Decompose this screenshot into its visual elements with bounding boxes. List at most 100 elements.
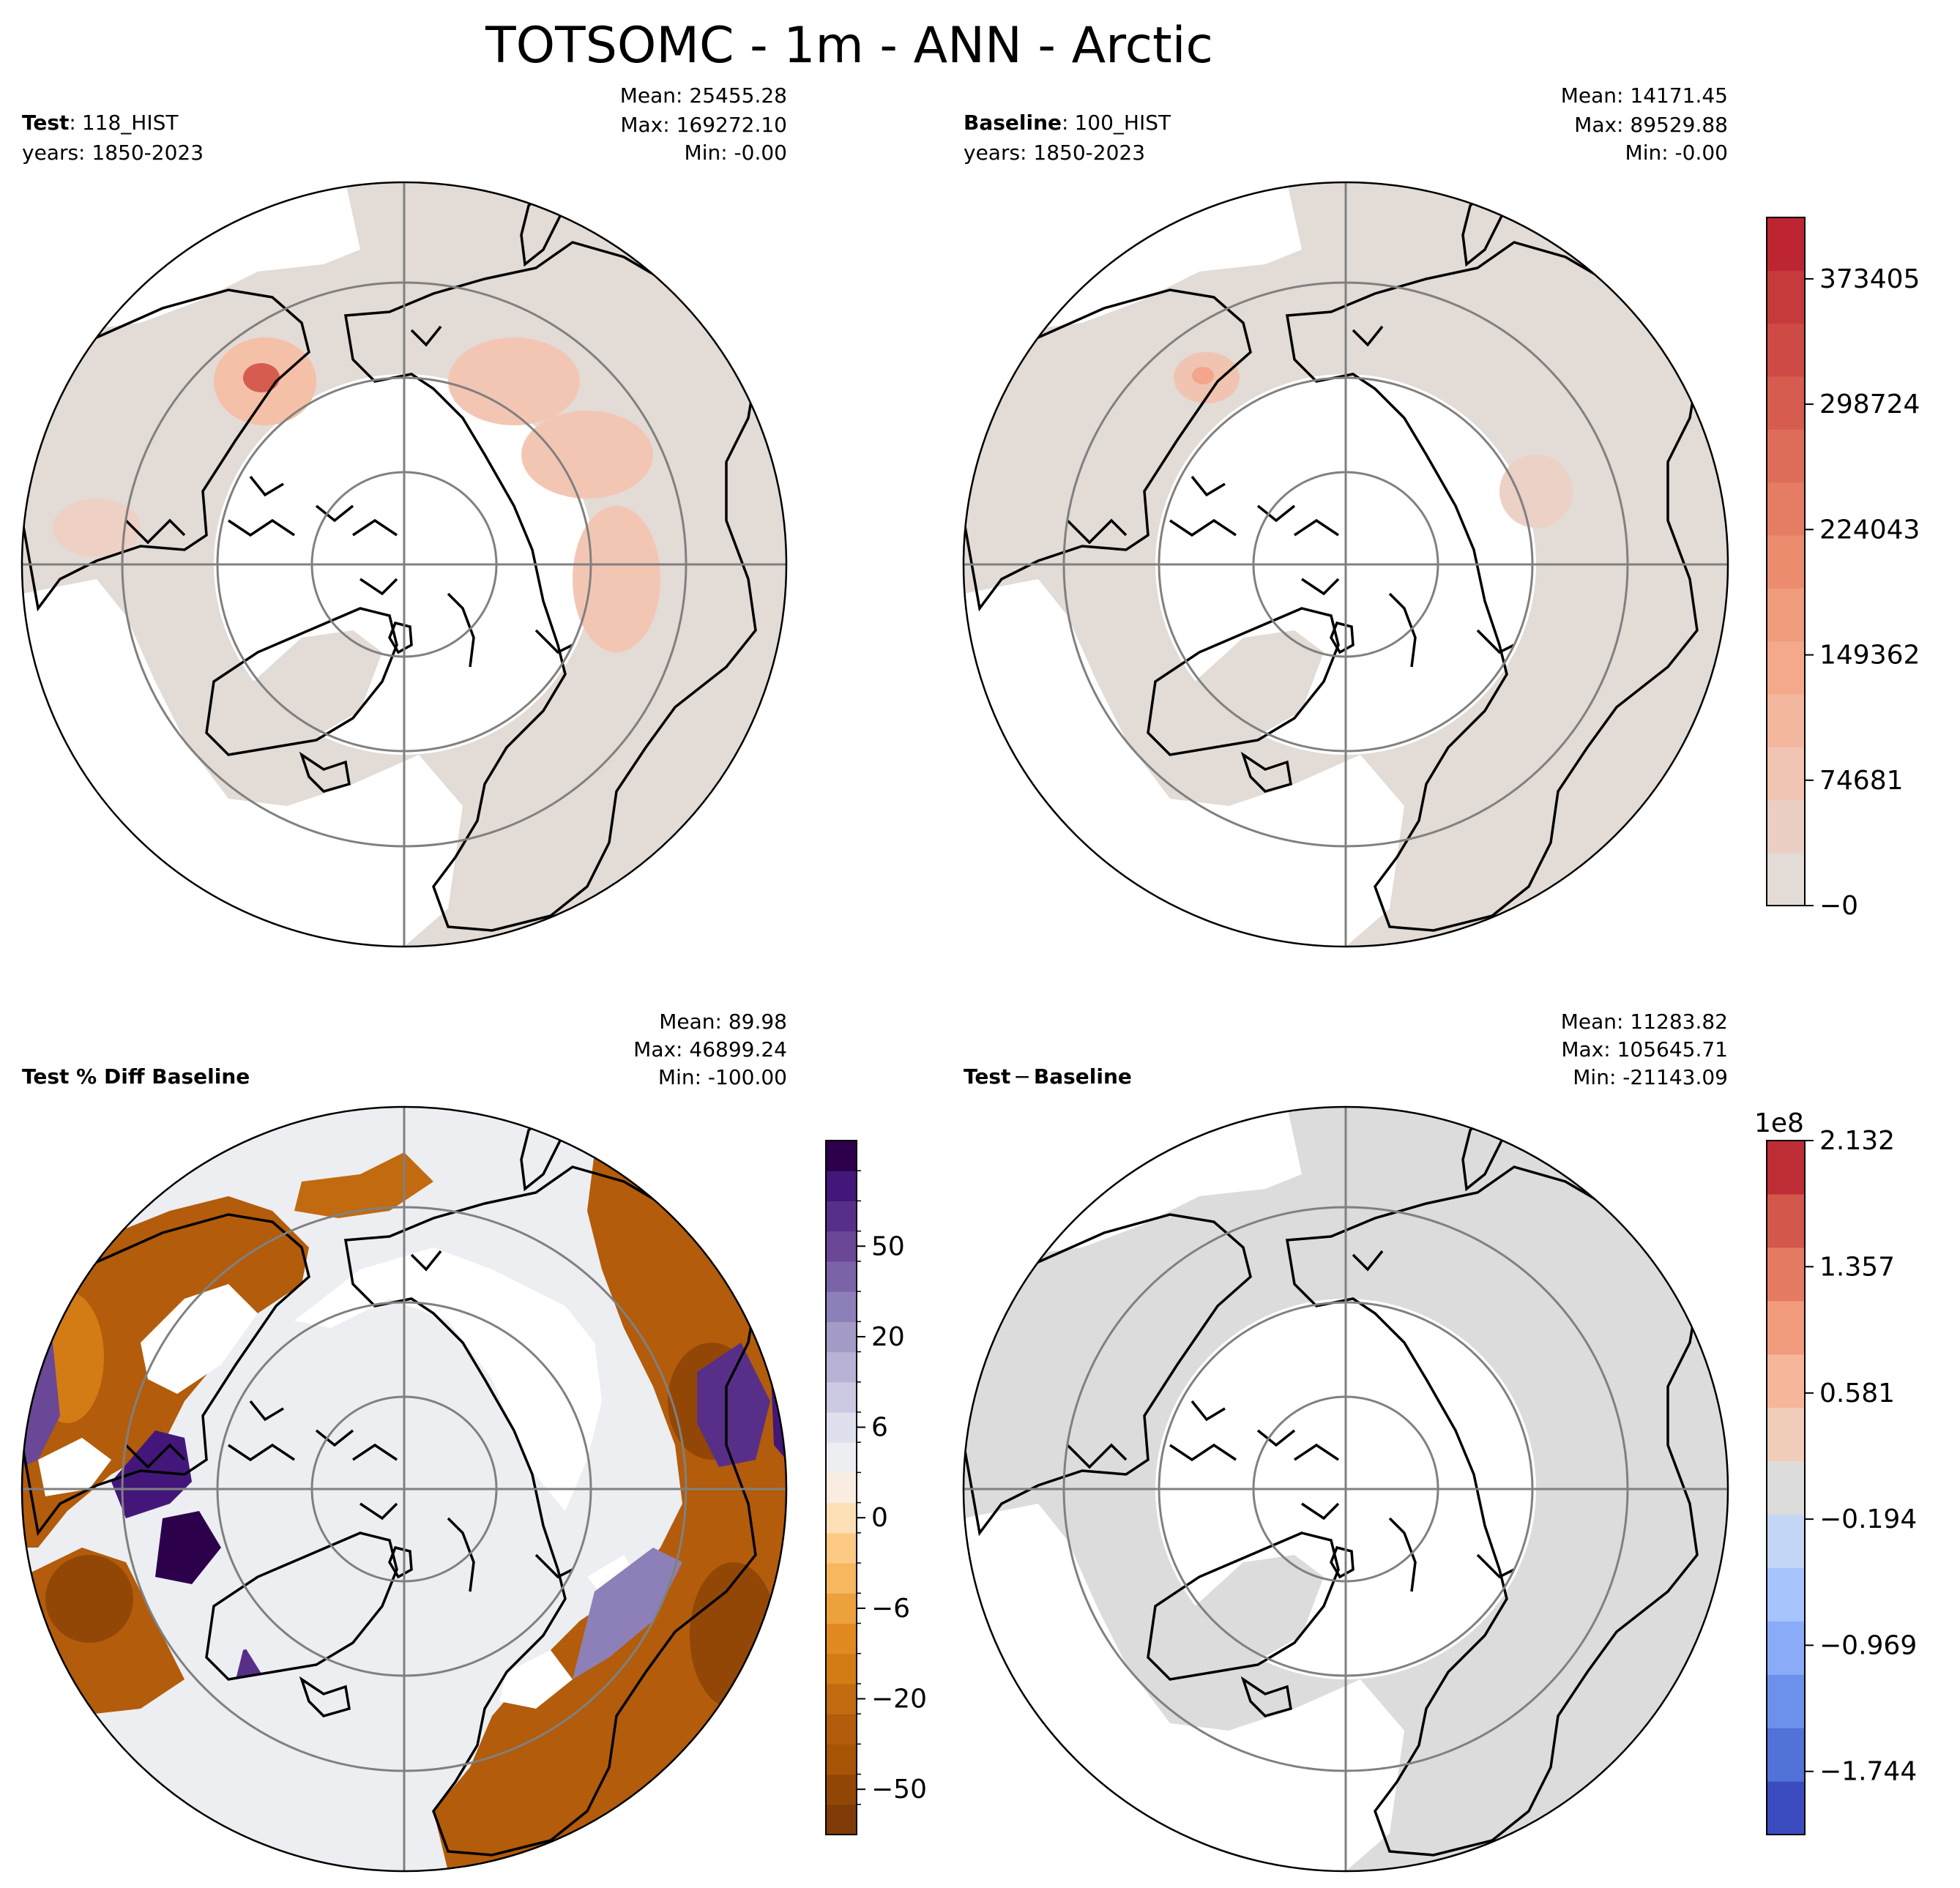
stat-max: Max: 169272.10 xyxy=(620,113,787,137)
panel-label-sep: − xyxy=(1013,1064,1030,1089)
positive-region xyxy=(294,1152,433,1218)
colorbar-segment xyxy=(1767,1781,1805,1835)
colorbar: 2.132 1.357 0.581 −0.194 −0.969 −1.744 1e8 xyxy=(1754,1108,1917,1835)
stat-mean: Mean: 89.98 xyxy=(659,1010,787,1034)
colorbar-segment xyxy=(826,1744,857,1775)
panel-years: years: 1850-2023 xyxy=(964,141,1145,165)
stat-min: Min: -100.00 xyxy=(658,1065,787,1089)
map-boundary xyxy=(962,1105,1729,1873)
colorbar-segment xyxy=(1767,323,1805,377)
polar-map xyxy=(962,1105,1729,1873)
map-boundary xyxy=(21,1105,788,1873)
no-data-region xyxy=(294,1247,602,1511)
polar-map xyxy=(21,181,788,948)
colorbar-segment xyxy=(1767,1674,1805,1728)
colorbar-tick-label: 149362 xyxy=(1819,641,1920,671)
colorbar-segment xyxy=(826,1351,857,1383)
colorbar-segment xyxy=(1767,799,1805,854)
colorbar-tick-label: −50 xyxy=(871,1775,927,1805)
panel-years: years: 1850-2023 xyxy=(22,141,204,165)
colorbar-segment xyxy=(1767,482,1805,536)
colorbar-segment xyxy=(1767,1567,1805,1622)
panel-test: Test: 118_HIST years: 1850-2023 Mean: 254… xyxy=(21,83,788,948)
stat-max: Max: 46899.24 xyxy=(633,1037,787,1061)
colorbar-tick-label: 2.132 xyxy=(1819,1126,1895,1156)
colorbar-tick-label: 74681 xyxy=(1819,766,1904,796)
colorbar-segment xyxy=(826,1231,857,1262)
hotspot xyxy=(448,337,580,425)
colorbar: 50 20 6 0 −6 −20 −50 xyxy=(825,1140,927,1835)
colorbar-frame xyxy=(1766,217,1806,906)
panel-label-sep: : xyxy=(1062,111,1068,135)
stat-min: Min: -0.00 xyxy=(685,141,787,165)
colorbar-tick-label: −1.744 xyxy=(1819,1757,1917,1787)
hotspot xyxy=(1499,455,1573,528)
colorbar-segment xyxy=(826,1171,857,1202)
colorbar-segment xyxy=(1767,1247,1805,1302)
colorbar-segment xyxy=(826,1502,857,1534)
colorbar-segment xyxy=(1767,1354,1805,1408)
colorbar-segment xyxy=(1767,534,1805,589)
colorbar-segment xyxy=(1767,852,1805,906)
colorbar-segment xyxy=(1767,270,1805,324)
panel-label-value: 118_HIST xyxy=(82,111,179,135)
colorbar-tick-label: −0 xyxy=(1819,891,1858,921)
colorbar-segment xyxy=(1767,376,1805,430)
colorbar-tick-label: 298724 xyxy=(1819,389,1920,419)
stat-min: Min: -0.00 xyxy=(1625,141,1728,165)
colorbar-segment xyxy=(1767,1407,1805,1462)
colorbar-tick-label: 224043 xyxy=(1819,515,1920,545)
colorbar-segment xyxy=(826,1141,857,1171)
map-boundary xyxy=(962,181,1729,948)
colorbar-segment xyxy=(826,1321,857,1353)
panel-label: Test: 118_HIST xyxy=(22,111,179,135)
colorbar-offset-label: 1e8 xyxy=(1754,1108,1804,1138)
colorbar-segment xyxy=(1767,1621,1805,1675)
colorbar-segment xyxy=(1767,1728,1805,1782)
colorbar-segment xyxy=(826,1201,857,1232)
colorbar-segment xyxy=(826,1472,857,1504)
colorbar-segment xyxy=(826,1653,857,1684)
colorbar-segment xyxy=(826,1442,857,1473)
colorbar-tick-label: 0 xyxy=(871,1503,888,1533)
colorbar-segment xyxy=(826,1532,857,1564)
negative-region xyxy=(697,1343,770,1467)
colorbar-tick-label: −0.194 xyxy=(1819,1504,1917,1534)
hotspot-peak xyxy=(243,363,280,392)
hotspot-peak xyxy=(1192,367,1214,384)
colorbar-tick-label: 0.581 xyxy=(1819,1378,1895,1408)
colorbar-frame xyxy=(1766,1140,1806,1835)
panel-label: Baseline: 100_HIST xyxy=(964,111,1171,135)
colorbar-segment xyxy=(1767,1514,1805,1568)
colorbar-segment xyxy=(826,1714,857,1745)
colorbar-tick-label: −6 xyxy=(871,1594,910,1624)
colorbar-tick-label: −0.969 xyxy=(1819,1630,1917,1660)
colorbar-segment xyxy=(826,1683,857,1715)
panel-baseline: Baseline: 100_HIST years: 1850-2023 Mean:… xyxy=(962,83,1920,948)
colorbar-frame xyxy=(825,1140,857,1835)
colorbar-segment xyxy=(826,1774,857,1805)
negative-region xyxy=(573,1548,682,1679)
panel-label-sep: : xyxy=(69,111,75,135)
colorbar-tick-label: −20 xyxy=(871,1684,927,1715)
colorbar-tick-label: 6 xyxy=(871,1413,888,1443)
panel-label-bold: Test xyxy=(22,111,69,135)
negative-region xyxy=(155,1511,221,1584)
panel-percent-diff: Test % Diff Baseline Mean: 89.98 Max: 46… xyxy=(21,1010,927,1873)
colorbar-segment xyxy=(1767,1141,1805,1195)
polar-map xyxy=(962,181,1729,948)
colorbar-segment xyxy=(1767,1193,1805,1248)
colorbar-segment xyxy=(826,1563,857,1594)
colorbar-segment xyxy=(826,1291,857,1322)
stat-min: Min: -21143.09 xyxy=(1573,1065,1728,1089)
colorbar-segment xyxy=(826,1411,857,1443)
stat-mean: Mean: 14171.45 xyxy=(1561,83,1728,108)
panel-label-bold2: Baseline xyxy=(1034,1064,1132,1089)
hotspot xyxy=(573,506,660,652)
colorbar-segment xyxy=(826,1261,857,1292)
panel-label: Test % Diff Baseline xyxy=(22,1064,250,1089)
colorbar-segment xyxy=(1767,588,1805,642)
colorbar-segment xyxy=(1767,1460,1805,1515)
colorbar-segment xyxy=(1767,429,1805,483)
